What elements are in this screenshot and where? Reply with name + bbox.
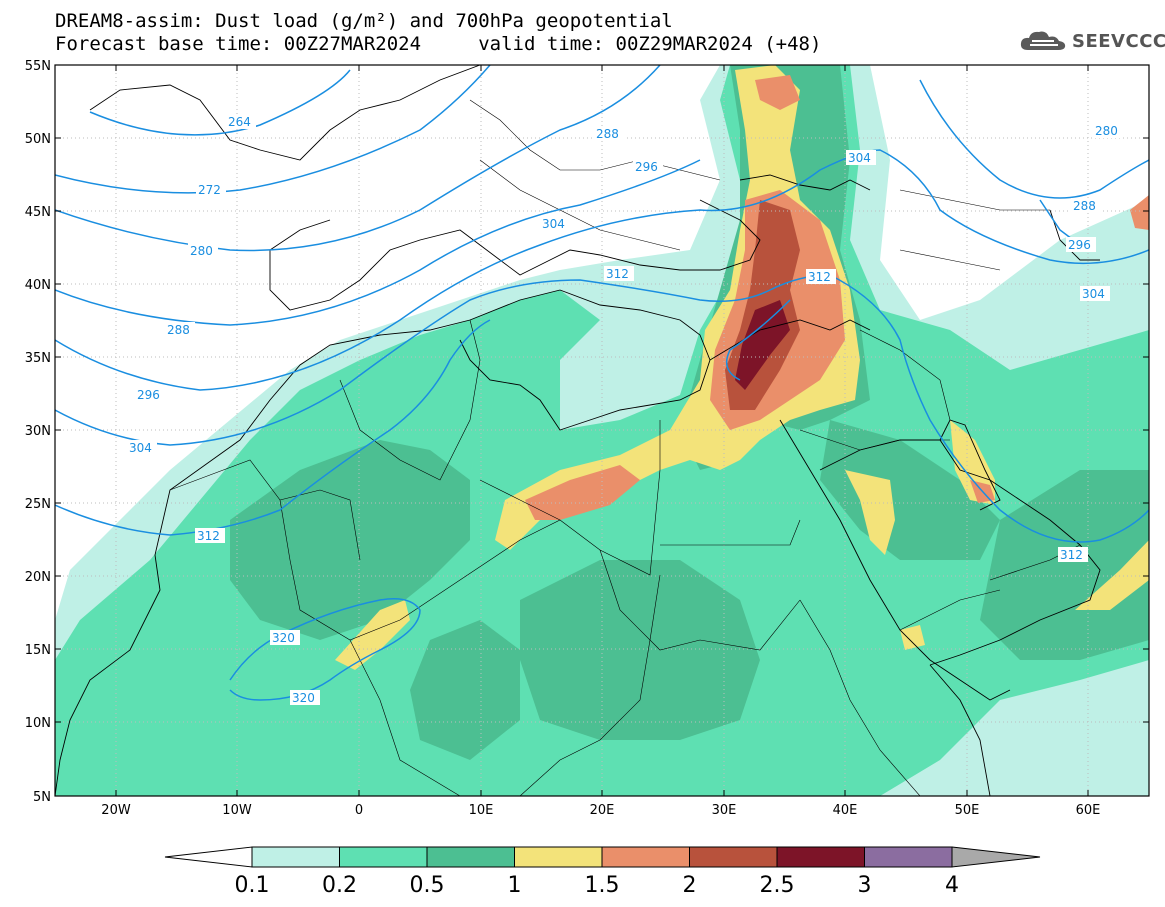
- colorbar-tick: 4: [945, 873, 959, 898]
- svg-text:288: 288: [1073, 199, 1096, 213]
- colorbar-swatch: [339, 846, 428, 868]
- svg-text:312: 312: [606, 267, 629, 281]
- lat-label: 10N: [25, 716, 51, 731]
- svg-text:312: 312: [1060, 548, 1083, 562]
- svg-text:304: 304: [129, 441, 152, 455]
- contour-label: 264: [226, 114, 256, 129]
- contour-label: 320: [290, 690, 320, 705]
- contour-label: 296: [135, 387, 165, 402]
- contour-label: 304: [127, 440, 157, 455]
- colorbar: 0.1 0.2 0.5 1 1.5 2 2.5 3 4: [164, 846, 1041, 898]
- contour-label: 312: [604, 266, 634, 281]
- lon-label: 60E: [1076, 803, 1101, 818]
- colorbar-tick: 0.5: [410, 873, 445, 898]
- logo-text: SEEVCCC: [1072, 30, 1165, 52]
- colorbar-tick: 3: [858, 873, 872, 898]
- contour-label: 304: [846, 150, 876, 165]
- map-title-line2: Forecast base time: 00Z27MAR2024 valid t…: [55, 33, 822, 55]
- colorbar-tick: 0.2: [322, 873, 357, 898]
- lon-label: 20E: [590, 803, 615, 818]
- lon-label: 10W: [222, 803, 252, 818]
- map-title-line1: DREAM8-assim: Dust load (g/m²) and 700hP…: [55, 10, 673, 32]
- contour-label: 288: [1071, 198, 1101, 213]
- country-borders: [169, 99, 1081, 796]
- svg-text:296: 296: [137, 388, 160, 402]
- svg-text:288: 288: [596, 127, 619, 141]
- svg-text:320: 320: [272, 631, 295, 645]
- svg-text:304: 304: [1082, 287, 1105, 301]
- dust-fields: [55, 65, 1149, 796]
- lat-label: 20N: [25, 570, 51, 585]
- colorbar-swatch: [776, 846, 865, 868]
- lat-label: 50N: [25, 132, 51, 147]
- contour-label: 304: [1080, 286, 1110, 301]
- lat-label: 25N: [25, 497, 51, 512]
- colorbar-swatch: [864, 846, 953, 868]
- lon-label: 30E: [712, 803, 737, 818]
- colorbar-swatch: [689, 846, 778, 868]
- contour-label: 312: [806, 269, 836, 284]
- contour-label: 296: [633, 159, 663, 174]
- lon-label: 50E: [955, 803, 980, 818]
- colorbar-tick: 2: [683, 873, 697, 898]
- colorbar-tick: 2.5: [760, 873, 795, 898]
- svg-text:280: 280: [1095, 124, 1118, 138]
- lat-label: 40N: [25, 278, 51, 293]
- colorbar-swatch: [251, 846, 340, 868]
- geopotential-contours: [55, 65, 1149, 701]
- lat-label: 5N: [33, 790, 51, 805]
- colorbar-swatch: [426, 846, 515, 868]
- lon-label: 0: [355, 803, 363, 818]
- contour-label: 272: [196, 182, 226, 197]
- lat-label: 55N: [25, 59, 51, 74]
- lat-label: 30N: [25, 424, 51, 439]
- colorbar-under-triangle: [164, 846, 253, 868]
- lat-label: 45N: [25, 205, 51, 220]
- colorbar-over-triangle: [951, 846, 1041, 868]
- lon-label: 10E: [469, 803, 494, 818]
- longitude-labels: 20W 10W 0 10E 20E 30E 40E 50E 60E: [101, 803, 1100, 818]
- colorbar-tick: 1.5: [585, 873, 620, 898]
- contour-label: 280: [1093, 123, 1123, 138]
- svg-text:312: 312: [197, 529, 220, 543]
- svg-text:288: 288: [167, 323, 190, 337]
- svg-text:320: 320: [292, 691, 315, 705]
- lat-label: 15N: [25, 643, 51, 658]
- lon-label: 20W: [101, 803, 131, 818]
- cloud-icon: [1020, 31, 1066, 50]
- colorbar-swatch: [514, 846, 603, 868]
- svg-text:272: 272: [198, 183, 221, 197]
- colorbar-swatch: [601, 846, 690, 868]
- axis-ticks: [55, 64, 1149, 797]
- contour-label: 288: [594, 126, 624, 141]
- contour-label: 288: [165, 322, 195, 337]
- lon-label: 40E: [833, 803, 858, 818]
- contour-label: 296: [1066, 237, 1096, 252]
- colorbar-tick: 0.1: [235, 873, 270, 898]
- contour-label: 312: [1058, 547, 1088, 562]
- svg-text:264: 264: [228, 115, 251, 129]
- svg-text:312: 312: [808, 270, 831, 284]
- svg-text:280: 280: [190, 244, 213, 258]
- contour-label: 320: [270, 630, 300, 645]
- contour-labels: 264 272 280 288 296 304 312 320 320 288 …: [127, 114, 1123, 705]
- colorbar-tick: 1: [508, 873, 522, 898]
- contour-label: 280: [188, 243, 218, 258]
- seevccc-logo: SEEVCCC: [1018, 26, 1165, 56]
- contour-label: 304: [540, 216, 570, 231]
- contour-label: 312: [195, 528, 225, 543]
- svg-text:304: 304: [848, 151, 871, 165]
- svg-text:296: 296: [635, 160, 658, 174]
- lat-label: 35N: [25, 351, 51, 366]
- latitude-labels: 55N 50N 45N 40N 35N 30N 25N 20N 15N 10N …: [25, 59, 51, 805]
- svg-text:304: 304: [542, 217, 565, 231]
- svg-text:296: 296: [1068, 238, 1091, 252]
